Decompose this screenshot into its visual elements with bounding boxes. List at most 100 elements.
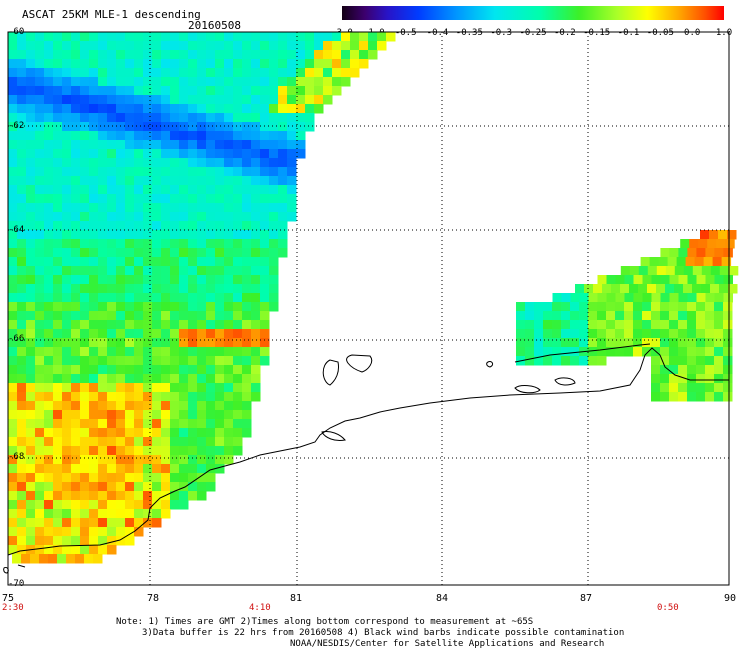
swath-cell bbox=[152, 482, 162, 492]
swath-cell bbox=[26, 392, 36, 402]
swath-cell bbox=[143, 77, 153, 87]
swath-cell bbox=[89, 329, 99, 339]
swath-cell bbox=[134, 356, 144, 366]
swath-cell bbox=[26, 185, 36, 195]
swath-cell bbox=[269, 59, 279, 69]
swath-cell bbox=[660, 347, 670, 357]
swath-cell bbox=[89, 284, 99, 294]
swath-cell bbox=[579, 320, 589, 330]
swath-cell bbox=[251, 32, 261, 42]
swath-cell bbox=[17, 113, 27, 123]
swath-cell bbox=[62, 518, 72, 528]
swath-cell bbox=[8, 32, 18, 42]
swath-cell bbox=[179, 95, 189, 105]
swath-cell bbox=[53, 509, 63, 519]
swath-cell bbox=[8, 374, 18, 384]
swath-cell bbox=[125, 284, 135, 294]
swath-cell bbox=[66, 554, 76, 564]
swath-cell bbox=[71, 248, 81, 258]
swath-cell bbox=[233, 221, 243, 231]
swath-cell bbox=[80, 167, 90, 177]
swath-cell bbox=[714, 293, 724, 303]
swath-cell bbox=[98, 41, 108, 51]
swath-cell bbox=[674, 266, 685, 276]
swath-cell bbox=[62, 437, 72, 447]
swath-cell bbox=[233, 347, 243, 357]
swath-cell bbox=[48, 554, 58, 564]
swath-cell bbox=[134, 167, 144, 177]
swath-cell bbox=[53, 410, 63, 420]
swath-cell bbox=[678, 293, 688, 303]
swath-cell bbox=[17, 257, 27, 267]
swath-cell bbox=[107, 437, 117, 447]
swath-cell bbox=[224, 239, 234, 249]
swath-cell bbox=[143, 95, 153, 105]
swath-cell bbox=[107, 140, 117, 150]
swath-cell bbox=[161, 158, 171, 168]
swath-cell bbox=[206, 347, 216, 357]
map-date: 20160508 bbox=[188, 19, 241, 32]
swath-cell bbox=[71, 473, 81, 483]
swath-cell bbox=[98, 293, 108, 303]
swath-cell bbox=[251, 59, 261, 69]
swath-cell bbox=[269, 50, 279, 60]
swath-cell bbox=[534, 356, 544, 366]
swath-cell bbox=[152, 167, 162, 177]
swath-cell bbox=[152, 437, 162, 447]
swath-cell bbox=[125, 212, 135, 222]
swath-cell bbox=[278, 68, 288, 78]
swath-cell bbox=[17, 293, 27, 303]
swath-cell bbox=[71, 239, 81, 249]
swath-cell bbox=[143, 41, 153, 51]
swath-cell bbox=[17, 455, 27, 465]
swath-cell bbox=[35, 437, 45, 447]
swath-cell bbox=[660, 293, 670, 303]
swath-cell bbox=[656, 284, 666, 294]
swath-cell bbox=[188, 203, 198, 213]
swath-cell bbox=[678, 374, 688, 384]
swath-cell bbox=[696, 365, 706, 375]
swath-cell bbox=[287, 149, 297, 159]
swath-cell bbox=[80, 482, 90, 492]
swath-cell bbox=[242, 86, 252, 96]
swath-cell bbox=[53, 455, 63, 465]
swath-cell bbox=[125, 59, 135, 69]
swath-cell bbox=[26, 149, 36, 159]
swath-cell bbox=[89, 113, 99, 123]
swath-cell bbox=[62, 329, 72, 339]
swath-cell bbox=[107, 131, 117, 141]
swath-cell bbox=[170, 194, 180, 204]
swath-cell bbox=[687, 275, 697, 285]
swath-cell bbox=[143, 203, 153, 213]
swath-cell bbox=[233, 131, 243, 141]
swath-cell bbox=[53, 482, 63, 492]
swath-cell bbox=[296, 149, 306, 159]
swath-cell bbox=[197, 329, 207, 339]
swath-cell bbox=[296, 140, 306, 150]
swath-cell bbox=[35, 338, 45, 348]
swath-cell bbox=[170, 374, 180, 384]
swath-cell bbox=[278, 248, 288, 258]
swath-cell bbox=[44, 185, 54, 195]
swath-cell bbox=[296, 41, 306, 51]
swath-cell bbox=[179, 302, 189, 312]
swath-cell bbox=[71, 365, 81, 375]
swath-cell bbox=[107, 104, 117, 114]
swath-cell bbox=[161, 509, 171, 519]
swath-cell bbox=[197, 446, 207, 456]
swath-cell bbox=[80, 329, 90, 339]
swath-cell bbox=[278, 59, 288, 69]
swath-cell bbox=[597, 320, 607, 330]
swath-cell bbox=[26, 464, 36, 474]
swath-cell bbox=[188, 302, 198, 312]
swath-cell bbox=[197, 374, 207, 384]
swath-cell bbox=[89, 221, 99, 231]
swath-cell bbox=[98, 473, 108, 483]
swath-cell bbox=[725, 239, 735, 249]
swath-cell bbox=[161, 86, 171, 96]
swath-cell bbox=[224, 86, 234, 96]
swath-cell bbox=[251, 203, 261, 213]
swath-cell bbox=[269, 41, 279, 51]
swath-cell bbox=[152, 239, 162, 249]
swath-cell bbox=[35, 464, 45, 474]
